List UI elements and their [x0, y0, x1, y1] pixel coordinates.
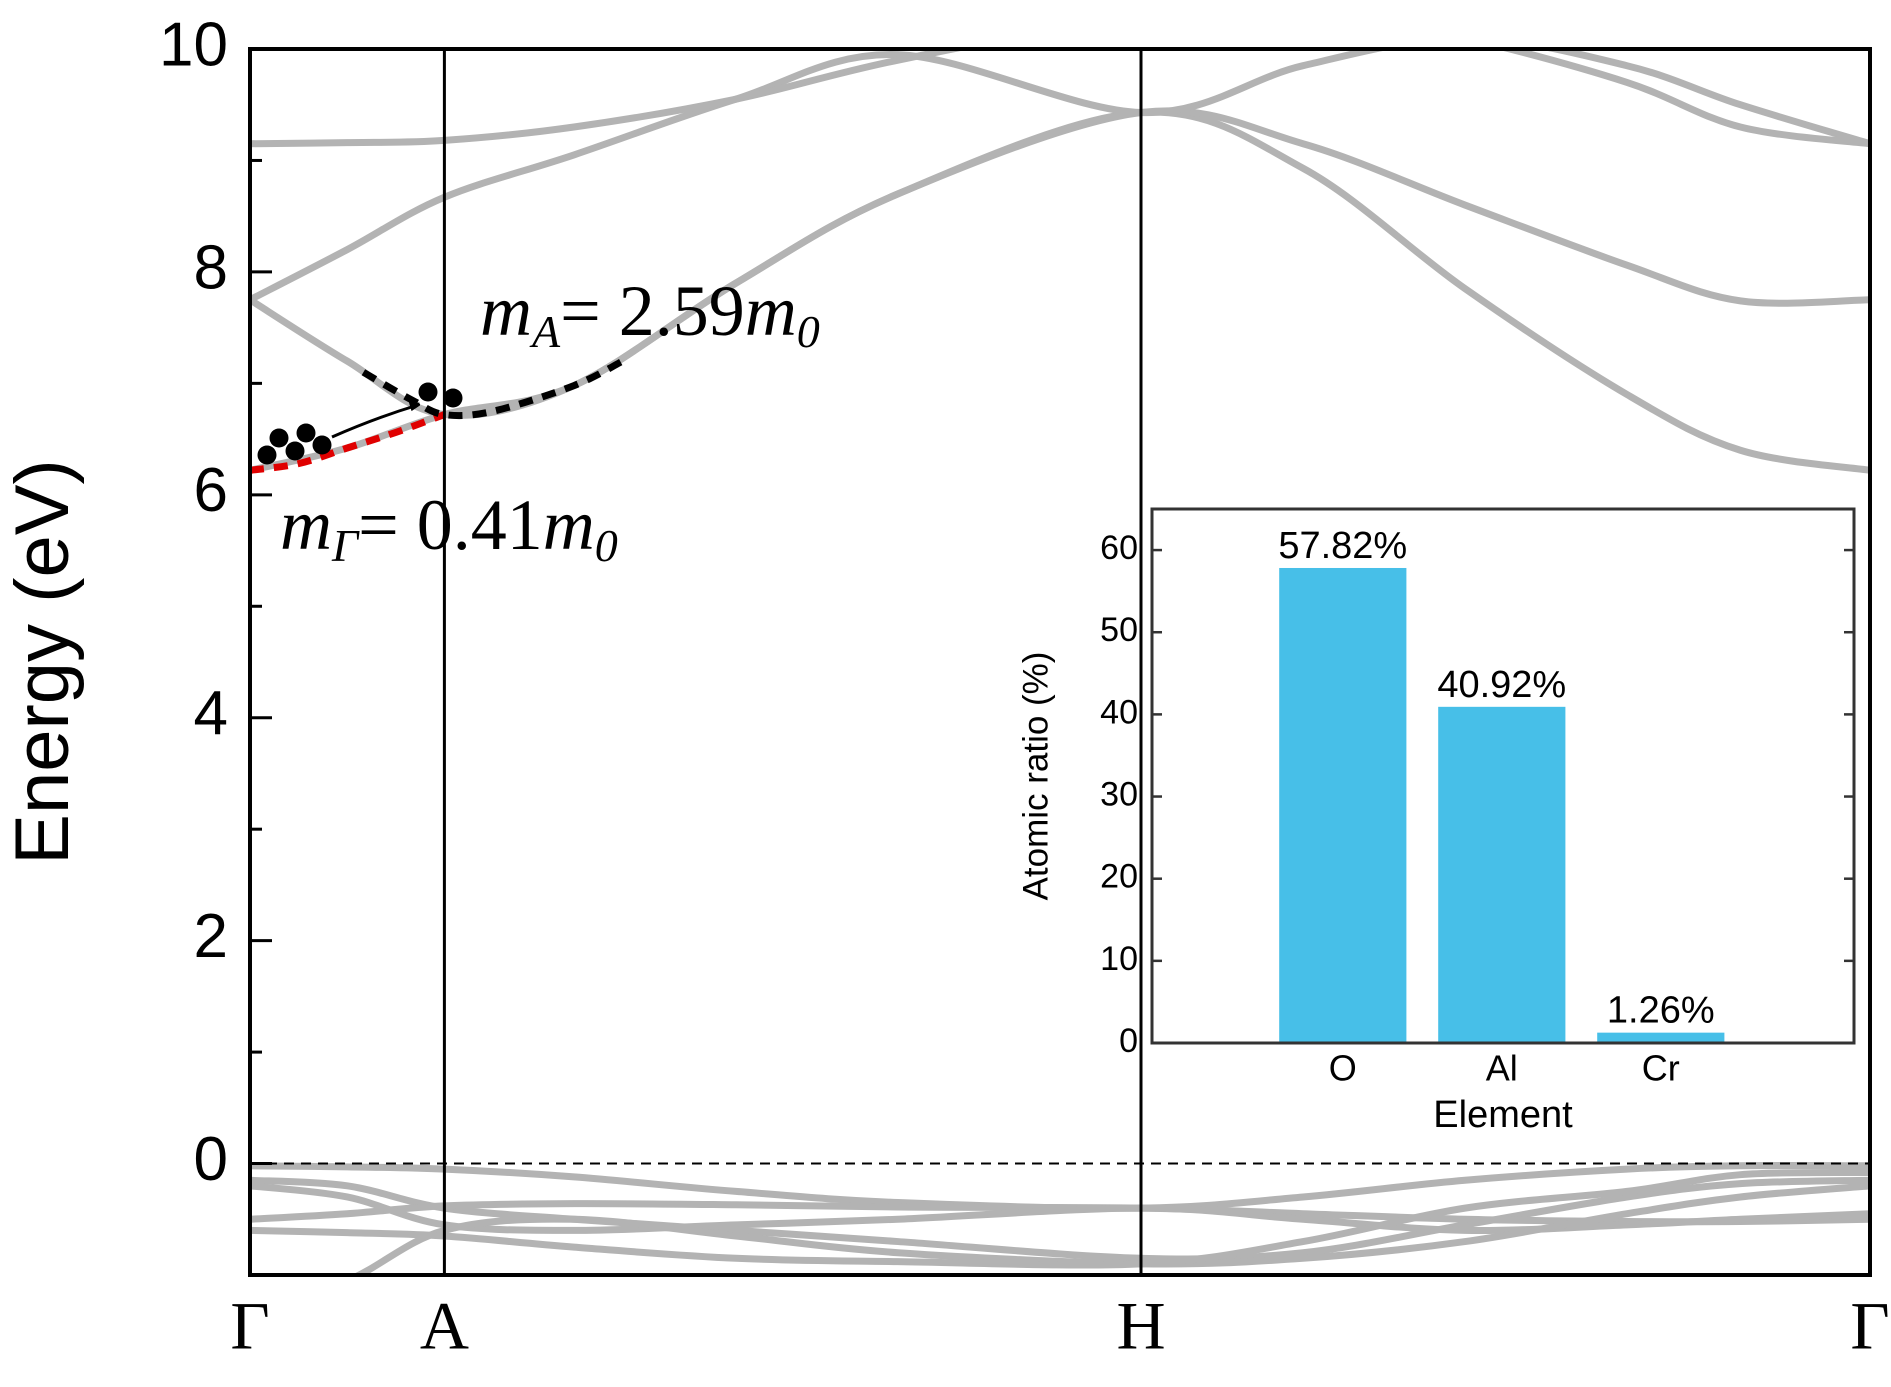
y-tick-label: 50	[1100, 611, 1138, 649]
band	[250, 1182, 1870, 1235]
plot-frame	[248, 47, 1872, 1277]
x-axis-label: Element	[1433, 1094, 1573, 1136]
y-tick-label: 8	[194, 233, 228, 302]
electron	[418, 382, 438, 402]
x-tick-label: Γ	[230, 1288, 269, 1364]
annotation-part: 0	[595, 520, 618, 571]
y-tick-label: 0	[194, 1125, 228, 1194]
electron	[296, 423, 316, 443]
x-tick-label: A	[420, 1288, 469, 1364]
y-axis-label: Energy (eV)	[0, 459, 85, 865]
bar	[1279, 567, 1407, 1043]
bar	[1597, 1032, 1725, 1043]
x-tick-label: H	[1116, 1288, 1165, 1364]
electron	[312, 435, 332, 455]
y-axis-label: Atomic ratio (%)	[1016, 652, 1055, 901]
value-label: 40.92%	[1437, 664, 1566, 706]
band	[250, 49, 1870, 304]
band	[250, 49, 1870, 148]
annotation-part: m	[745, 271, 797, 351]
annotation-part: = 0.41	[358, 485, 543, 565]
annotation-part: m	[543, 485, 595, 565]
inset-frame	[1150, 507, 1856, 1045]
bar	[1438, 706, 1566, 1043]
annotation: mA= 2.59m0	[480, 271, 820, 357]
x-tick-label: O	[1329, 1048, 1357, 1089]
bands	[250, 49, 1870, 1275]
electron	[443, 388, 463, 408]
y-tick-label: 60	[1100, 529, 1138, 567]
annotation-part: m	[280, 485, 332, 565]
y-tick-label: 20	[1100, 858, 1138, 896]
annotation: mΓ= 0.41m0	[280, 485, 618, 571]
y-tick-label: 40	[1100, 693, 1138, 731]
highlight-band	[361, 357, 625, 420]
annotation-part: A	[529, 306, 561, 357]
band	[250, 1168, 1870, 1269]
value-label: 57.82%	[1278, 525, 1407, 567]
x-tick-label: Cr	[1642, 1048, 1680, 1089]
electron	[257, 445, 277, 465]
electron	[285, 441, 305, 461]
annotation-part: = 2.59	[560, 271, 745, 351]
value-label: 1.26%	[1607, 990, 1715, 1032]
y-tick-label: 4	[194, 679, 228, 748]
arrow	[331, 405, 418, 439]
y-tick-label: 10	[159, 10, 228, 79]
electron	[269, 428, 289, 448]
annotation-part: 0	[797, 306, 820, 357]
y-tick-label: 6	[194, 456, 228, 525]
y-tick-label: 2	[194, 902, 228, 971]
band	[250, 107, 1870, 419]
y-tick-label: 0	[1119, 1022, 1138, 1060]
inset-chart: 0 10 20 30 40 50 60 57.82% O 40.92% Al 1.26% Cr Eleme…	[1016, 507, 1856, 1136]
y-tick-label: 10	[1100, 940, 1138, 978]
annotation-part: m	[480, 271, 532, 351]
electrons	[257, 382, 463, 465]
x-tick-label: Γ	[1850, 1288, 1889, 1364]
highlight-band	[250, 411, 446, 474]
annotation-part: Γ	[331, 520, 360, 571]
y-tick-label: 30	[1100, 776, 1138, 814]
x-tick-label: Al	[1486, 1048, 1518, 1089]
